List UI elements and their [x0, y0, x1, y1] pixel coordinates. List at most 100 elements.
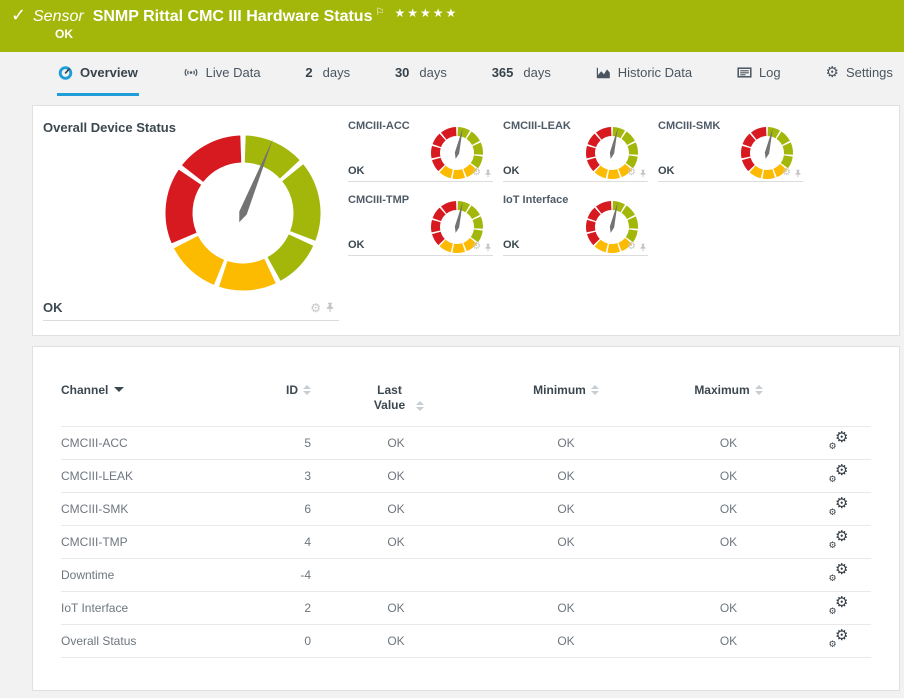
table-row: Overall Status 0 OK OK OK ⚙ ⚙ [61, 624, 871, 658]
column-header-channel[interactable]: Channel [61, 383, 226, 427]
pin-icon[interactable] [484, 169, 492, 178]
channel-gauge [429, 125, 485, 181]
last-value-cell: OK [311, 591, 481, 625]
sort-icon [590, 385, 599, 395]
tab-30-days[interactable]: 30 days [394, 65, 447, 80]
tab-historic-data[interactable]: Historic Data [595, 52, 693, 96]
pin-icon[interactable] [325, 302, 335, 313]
gear-icon[interactable]: ⚙ [782, 167, 791, 178]
id-cell: 5 [226, 426, 311, 460]
tab-log[interactable]: Log [736, 52, 782, 96]
tab-overview[interactable]: Overview [57, 52, 139, 96]
minimum-cell: OK [481, 624, 651, 658]
gear-icon[interactable]: ⚙ [627, 241, 636, 252]
table-row: Downtime -4 ⚙ ⚙ [61, 558, 871, 592]
sensor-title: SNMP Rittal CMC III Hardware Status [92, 8, 373, 25]
mini-card-title: CMCIII-LEAK [503, 120, 571, 132]
last-value-cell: OK [311, 624, 481, 658]
column-header-id[interactable]: ID [226, 383, 311, 427]
last-value-cell: OK [311, 525, 481, 559]
channel-settings-icon[interactable]: ⚙ ⚙ [828, 429, 849, 451]
priority-stars[interactable]: ★★★★★ [394, 6, 459, 20]
minimum-cell: OK [481, 492, 651, 526]
pin-icon[interactable] [639, 169, 647, 178]
channel-name-cell: CMCIII-LEAK [61, 459, 226, 493]
gear-icon[interactable]: ⚙ [627, 167, 636, 178]
mini-card-iot-interface: IoT Interface OK ⚙ [503, 190, 648, 256]
table-row: CMCIII-SMK 6 OK OK OK ⚙ ⚙ [61, 492, 871, 526]
status-ok-label: OK [658, 165, 675, 177]
maximum-cell: OK [651, 459, 806, 493]
overview-gauge-icon [58, 65, 73, 80]
table-row: CMCIII-LEAK 3 OK OK OK ⚙ ⚙ [61, 459, 871, 493]
channel-gauge-grid: CMCIII-ACC OK ⚙ CMCIII-LEAK OK ⚙ CMCII [348, 114, 803, 327]
sort-icon [303, 385, 311, 395]
column-header-minimum[interactable]: Minimum [481, 383, 651, 427]
gear-icon[interactable]: ⚙ [310, 300, 321, 315]
channel-name-cell: Overall Status [61, 624, 226, 658]
sort-desc-icon [114, 387, 125, 392]
settings-gear-icon: ⚙ [825, 64, 839, 81]
tab-settings[interactable]: ⚙ Settings [825, 64, 893, 81]
minimum-cell: OK [481, 459, 651, 493]
id-cell: 2 [226, 591, 311, 625]
channel-gauge [584, 125, 640, 181]
mini-card-title: CMCIII-TMP [348, 194, 410, 206]
ok-check-icon: ✓ [11, 5, 27, 25]
last-value-cell: OK [311, 426, 481, 460]
column-header-actions [806, 383, 871, 427]
mini-card-cmciii-smk: CMCIII-SMK OK ⚙ [658, 116, 803, 182]
pin-icon[interactable] [794, 169, 802, 178]
minimum-cell: OK [481, 591, 651, 625]
sort-icon [754, 385, 763, 395]
channel-name-cell: CMCIII-ACC [61, 426, 226, 460]
channel-settings-icon[interactable]: ⚙ ⚙ [828, 462, 849, 484]
last-value-cell: OK [311, 492, 481, 526]
historic-data-icon [596, 65, 611, 80]
table-row: IoT Interface 2 OK OK OK ⚙ ⚙ [61, 591, 871, 625]
column-header-maximum[interactable]: Maximum [651, 383, 806, 427]
minimum-cell [481, 558, 651, 592]
gear-icon[interactable]: ⚙ [472, 167, 481, 178]
channel-settings-icon[interactable]: ⚙ ⚙ [828, 561, 849, 583]
tab-2-days[interactable]: 2 days [305, 65, 351, 80]
minimum-cell: OK [481, 525, 651, 559]
column-header-last-value[interactable]: Last Value [311, 383, 481, 427]
id-cell: 6 [226, 492, 311, 526]
last-value-cell [311, 558, 481, 592]
channel-name-cell: CMCIII-SMK [61, 492, 226, 526]
tab-365-days[interactable]: 365 days [491, 65, 551, 80]
pin-icon[interactable] [639, 243, 647, 252]
channels-panel: Channel ID Last Value Minimum Maximum [32, 346, 900, 691]
channel-settings-icon[interactable]: ⚙ ⚙ [828, 594, 849, 616]
channel-name-cell: IoT Interface [61, 591, 226, 625]
last-value-cell: OK [311, 459, 481, 493]
card-title: Overall Device Status [43, 120, 176, 135]
pin-icon[interactable] [484, 243, 492, 252]
log-icon [737, 65, 752, 80]
tab-live-data[interactable]: Live Data [182, 52, 262, 96]
flag-icon[interactable]: ⚐ [375, 6, 385, 18]
table-row: CMCIII-ACC 5 OK OK OK ⚙ ⚙ [61, 426, 871, 460]
status-ok-label: OK [348, 165, 365, 177]
status-ok-label: OK [503, 165, 520, 177]
maximum-cell: OK [651, 624, 806, 658]
id-cell: 4 [226, 525, 311, 559]
mini-card-title: CMCIII-SMK [658, 120, 721, 132]
channel-settings-icon[interactable]: ⚙ ⚙ [828, 495, 849, 517]
channel-settings-icon[interactable]: ⚙ ⚙ [828, 627, 849, 649]
sensor-header: ✓ Sensor SNMP Rittal CMC III Hardware Sta… [0, 0, 904, 52]
status-ok-label: OK [503, 239, 520, 251]
gear-icon[interactable]: ⚙ [472, 241, 481, 252]
status-ok-label: OK [43, 300, 63, 315]
maximum-cell: OK [651, 426, 806, 460]
table-row: CMCIII-TMP 4 OK OK OK ⚙ ⚙ [61, 525, 871, 559]
maximum-cell: OK [651, 591, 806, 625]
channel-gauge [584, 199, 640, 255]
mini-card-title: CMCIII-ACC [348, 120, 410, 132]
live-data-icon [183, 65, 199, 80]
tab-bar: Overview Live Data 2 days 30 days 365 da… [0, 52, 904, 96]
channel-gauge [429, 199, 485, 255]
channel-settings-icon[interactable]: ⚙ ⚙ [828, 528, 849, 550]
mini-card-cmciii-tmp: CMCIII-TMP OK ⚙ [348, 190, 493, 256]
